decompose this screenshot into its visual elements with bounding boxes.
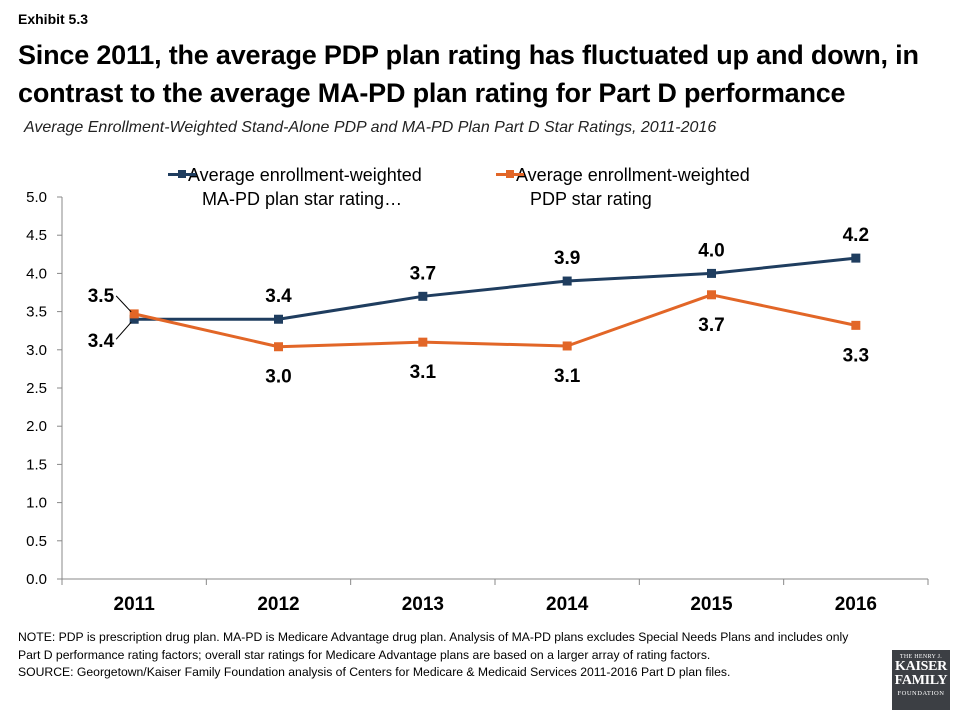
x-tick-label: 2012 [257, 594, 299, 615]
legend-item-pdp: Average enrollment-weighted PDP star rat… [496, 163, 750, 211]
data-label-mapd: 4.0 [698, 240, 724, 261]
y-tick-label: 3.0 [26, 342, 47, 359]
data-point-1 [274, 342, 283, 352]
data-label-mapd: 3.4 [265, 286, 292, 307]
data-label-pdp: 3.3 [843, 345, 869, 366]
logo-line-1: THE HENRY J. [899, 654, 943, 660]
y-tick-label: 5.0 [26, 189, 47, 206]
data-point-1 [707, 290, 716, 300]
data-label-mapd: 4.2 [843, 225, 869, 246]
x-tick-label: 2013 [402, 594, 444, 615]
data-label-mapd: 3.7 [410, 263, 436, 284]
chart-subtitle: Average Enrollment-Weighted Stand-Alone … [24, 119, 717, 136]
data-label-pdp: 3.0 [265, 367, 291, 388]
y-tick-label: 2.0 [26, 418, 47, 435]
legend-label-mapd-line1: Average enrollment-weighted [188, 165, 422, 185]
data-point-1 [851, 320, 861, 330]
y-tick-label: 4.0 [26, 265, 47, 282]
footnotes: NOTE: PDP is prescription drug plan. MA-… [18, 629, 868, 682]
data-label-pdp: 3.1 [410, 362, 437, 383]
line-chart: 0.0 0.5 1.0 1.5 2.0 2.5 3.0 3.5 4.0 4.5 5.0 2011 201… [26, 189, 929, 615]
data-label-pdp: 3.7 [698, 315, 724, 336]
legend-label-mapd-line2: MA-PD plan star rating… [202, 189, 403, 209]
data-point-1 [129, 309, 139, 319]
logo-line-2: KAISER [895, 659, 947, 674]
note-text: NOTE: PDP is prescription drug plan. MA-… [18, 630, 849, 662]
y-tick-label: 1.0 [26, 495, 47, 512]
data-point-0 [562, 276, 572, 286]
y-tick-label: 2.5 [26, 380, 47, 397]
x-tick-label: 2016 [835, 594, 877, 615]
y-tick-label: 0.0 [26, 571, 47, 588]
x-tick-label: 2014 [546, 594, 589, 615]
chart-title: Since 2011, the average PDP plan rating … [18, 40, 919, 108]
x-tick-label: 2015 [690, 594, 733, 615]
legend-swatch-mapd [168, 170, 196, 178]
kff-logo: THE HENRY J. KAISER FAMILY FOUNDATION [892, 650, 950, 710]
legend-label-pdp-line1: Average enrollment-weighted [516, 165, 750, 185]
data-point-0 [129, 314, 139, 324]
y-tick-label: 4.5 [26, 227, 47, 244]
logo-line-4: FOUNDATION [897, 690, 945, 697]
y-tick-label: 1.5 [26, 456, 47, 473]
data-label-pdp: 3.5 [88, 286, 115, 307]
y-tick-label: 0.5 [26, 533, 47, 550]
data-point-1 [562, 341, 572, 351]
x-tick-label: 2011 [114, 594, 156, 615]
logo-line-3: FAMILY [894, 673, 948, 688]
series-line-0 [134, 256, 856, 321]
data-point-0 [418, 291, 428, 301]
data-point-0 [707, 268, 716, 278]
data-label-mapd: 3.9 [554, 248, 580, 269]
data-point-1 [418, 337, 428, 347]
data-point-0 [274, 314, 283, 324]
y-tick-label: 3.5 [26, 304, 47, 321]
legend-swatch-pdp [496, 170, 524, 178]
source-text: SOURCE: Georgetown/Kaiser Family Foundat… [18, 665, 731, 679]
data-label-mapd: 3.4 [88, 331, 115, 352]
legend-label-pdp-line2: PDP star rating [530, 189, 652, 209]
data-point-0 [851, 253, 861, 263]
exhibit-label: Exhibit 5.3 [18, 11, 89, 27]
leader-line-mapd-2011 [115, 321, 132, 340]
leader-line-pdp-2011 [115, 295, 132, 313]
series-line-1 [133, 293, 857, 349]
legend-item-mapd: Average enrollment-weighted MA-PD plan s… [168, 163, 422, 211]
data-label-pdp: 3.1 [554, 366, 581, 387]
